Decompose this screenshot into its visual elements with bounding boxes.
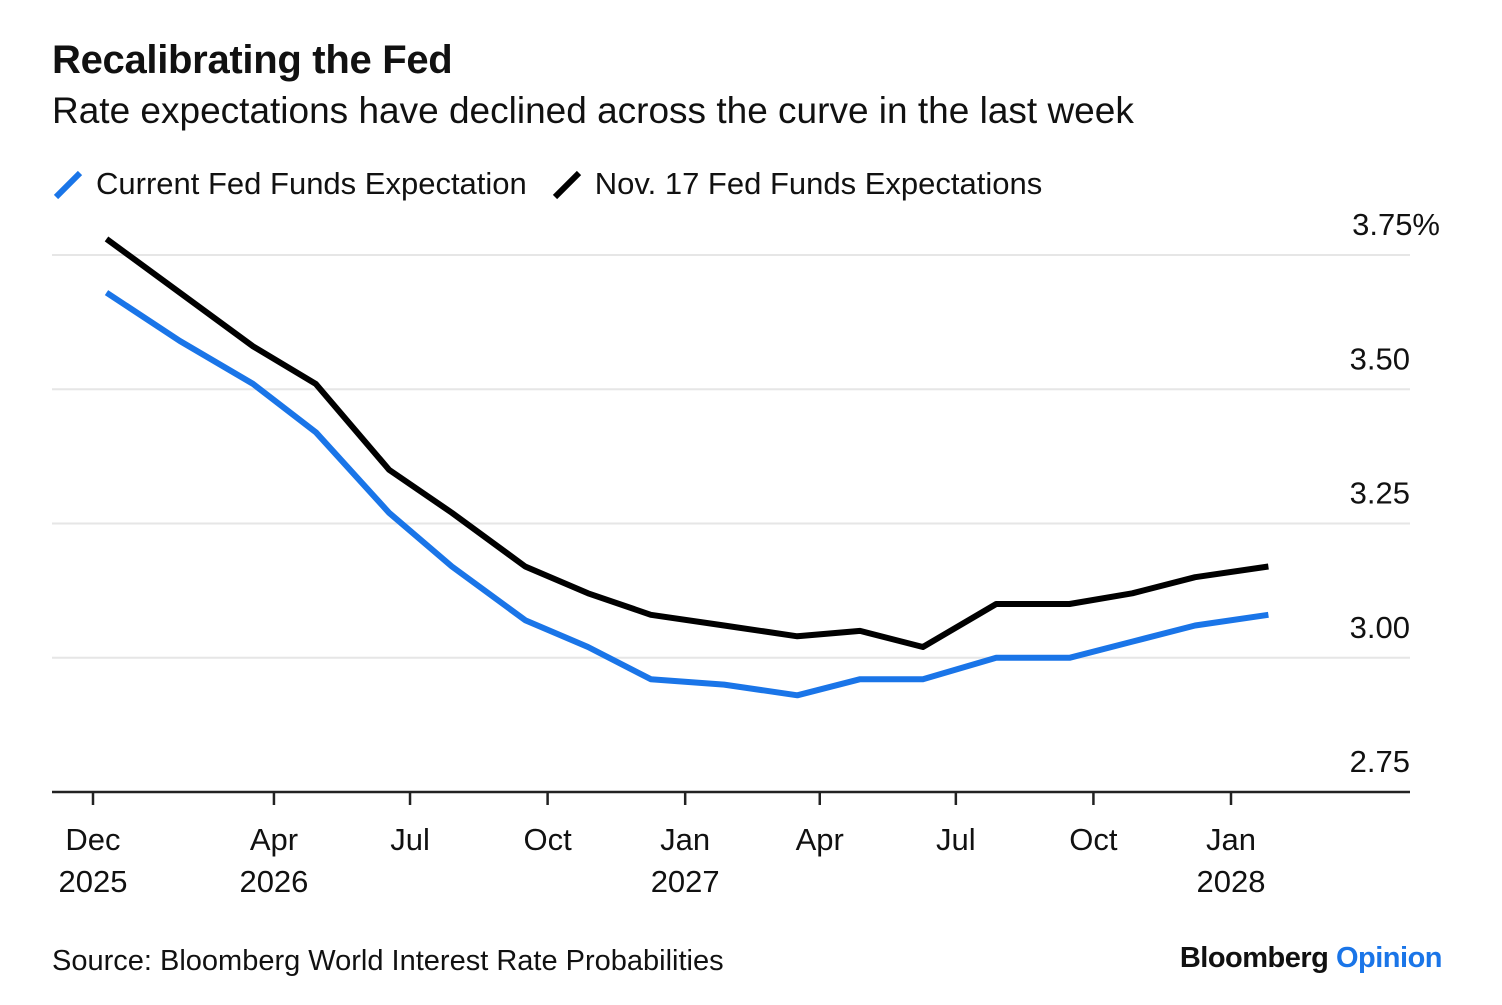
y-tick-label: 3.00	[1350, 610, 1410, 645]
legend: Current Fed Funds Expectation Nov. 17 Fe…	[52, 164, 1066, 204]
series-lines	[104, 236, 1269, 699]
brand-suffix: Opinion	[1335, 942, 1443, 974]
y-tick-label: 3.25	[1350, 476, 1410, 511]
legend-swatch-previous	[552, 170, 581, 200]
x-tick-label: Jul	[936, 822, 976, 857]
x-axis-labels: Dec 2025 Apr 2026 Jul Oct Jan 2027 Apr Jul Oct Jan 2…	[59, 822, 1266, 899]
series-line-previous	[104, 236, 1269, 650]
legend-label-previous: Nov. 17 Fed Funds Expectations	[594, 166, 1043, 201]
chart-title: Recalibrating the Fed	[52, 38, 453, 82]
y-tick-label: 3.75%	[1352, 207, 1440, 242]
x-tick-year-label: 2027	[651, 864, 720, 899]
x-tick-label: Apr	[796, 822, 844, 857]
grid-lines	[52, 254, 1410, 659]
x-tick-label: Jan	[1206, 822, 1256, 857]
legend-item-previous: Nov. 17 Fed Funds Expectations	[551, 166, 1042, 202]
x-axis	[52, 790, 1410, 805]
y-axis-labels: 3.75% 3.50 3.25 3.00 2.75	[1350, 207, 1440, 779]
brand-logo: Bloomberg Opinion	[1179, 942, 1443, 975]
x-tick-year-label: 2026	[239, 864, 308, 899]
y-tick-label: 2.75	[1350, 744, 1410, 779]
x-tick-year-label: 2028	[1197, 864, 1266, 899]
x-tick-label: Dec	[65, 822, 120, 857]
legend-item-current: Current Fed Funds Expectation	[52, 166, 527, 202]
x-tick-label: Jul	[390, 822, 430, 857]
brand-name: Bloomberg	[1179, 942, 1329, 974]
x-tick-label: Oct	[523, 822, 572, 857]
chart-subtitle: Rate expectations have declined across t…	[52, 90, 1134, 131]
series-line-current	[104, 290, 1269, 699]
legend-label-current: Current Fed Funds Expectation	[96, 166, 527, 201]
y-tick-label: 3.50	[1350, 341, 1410, 376]
x-tick-year-label: 2025	[59, 864, 128, 899]
x-tick-label: Apr	[250, 822, 298, 857]
legend-swatch-current	[53, 170, 83, 200]
x-tick-label: Oct	[1069, 822, 1118, 857]
x-tick-label: Jan	[660, 822, 710, 857]
source-note: Source: Bloomberg World Interest Rate Pr…	[52, 945, 724, 977]
